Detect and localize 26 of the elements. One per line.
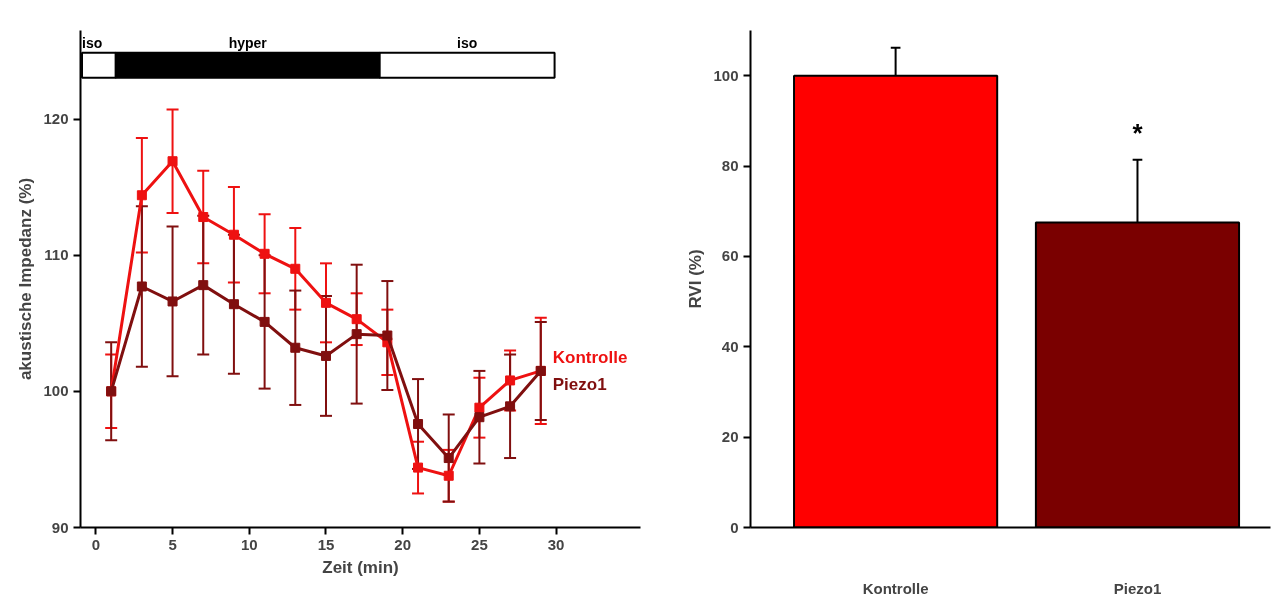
y-tick-label: 90 — [51, 518, 69, 536]
x-tick-label: 10 — [240, 535, 258, 553]
x-tick-label: 15 — [317, 535, 335, 553]
y-tick-label: 0 — [730, 518, 739, 536]
band-label: iso — [457, 34, 478, 51]
y-tick-label: 100 — [713, 66, 739, 84]
y-tick-label: 120 — [43, 110, 69, 128]
y-tick-label: 80 — [721, 157, 739, 175]
y-tick-label: 100 — [43, 382, 69, 400]
y-tick-label: 110 — [44, 246, 69, 264]
x-tick-label: 5 — [168, 535, 177, 553]
band-label: iso — [82, 34, 103, 51]
y-axis-title: akustische Impedanz (%) — [16, 177, 36, 381]
x-tick-label: 30 — [547, 535, 565, 553]
annotation: * — [1132, 117, 1144, 148]
series-label: Kontrolle — [552, 347, 628, 367]
y-axis-title: RVI (%) — [686, 249, 706, 309]
y-tick-label: 40 — [721, 337, 739, 355]
x-tick-label: 25 — [471, 535, 488, 553]
y-tick-label: 20 — [721, 428, 739, 446]
band-label: hyper — [228, 34, 268, 51]
series-label: Piezo1 — [552, 374, 607, 394]
x-tick-label: 20 — [394, 535, 412, 553]
x-tick-label: 0 — [91, 535, 101, 553]
x-axis-title: Zeit (min) — [322, 557, 399, 577]
y-tick-label: 60 — [721, 247, 739, 265]
